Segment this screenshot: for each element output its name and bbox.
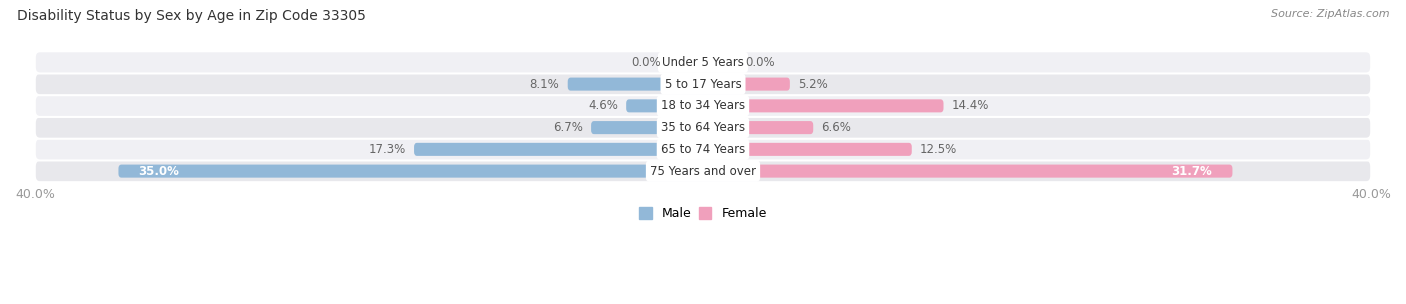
Text: 6.7%: 6.7%	[553, 121, 582, 134]
Text: 14.4%: 14.4%	[952, 99, 990, 112]
Text: 35.0%: 35.0%	[138, 164, 180, 178]
FancyBboxPatch shape	[568, 78, 703, 91]
FancyBboxPatch shape	[703, 143, 911, 156]
Text: Under 5 Years: Under 5 Years	[662, 56, 744, 69]
Text: 17.3%: 17.3%	[368, 143, 406, 156]
Text: 5.2%: 5.2%	[799, 78, 828, 91]
Text: 5 to 17 Years: 5 to 17 Years	[665, 78, 741, 91]
Text: 31.7%: 31.7%	[1171, 164, 1212, 178]
FancyBboxPatch shape	[35, 138, 1371, 161]
FancyBboxPatch shape	[35, 95, 1371, 117]
FancyBboxPatch shape	[703, 121, 813, 134]
FancyBboxPatch shape	[35, 160, 1371, 182]
Legend: Male, Female: Male, Female	[634, 202, 772, 225]
FancyBboxPatch shape	[35, 51, 1371, 74]
Text: 8.1%: 8.1%	[530, 78, 560, 91]
Text: 0.0%: 0.0%	[745, 56, 775, 69]
Text: 65 to 74 Years: 65 to 74 Years	[661, 143, 745, 156]
Text: 0.0%: 0.0%	[631, 56, 661, 69]
Text: Source: ZipAtlas.com: Source: ZipAtlas.com	[1271, 9, 1389, 19]
FancyBboxPatch shape	[35, 73, 1371, 95]
FancyBboxPatch shape	[626, 99, 703, 112]
FancyBboxPatch shape	[118, 164, 703, 178]
Text: 75 Years and over: 75 Years and over	[650, 164, 756, 178]
Text: 6.6%: 6.6%	[821, 121, 852, 134]
FancyBboxPatch shape	[703, 99, 943, 112]
Text: 4.6%: 4.6%	[588, 99, 617, 112]
FancyBboxPatch shape	[703, 78, 790, 91]
FancyBboxPatch shape	[413, 143, 703, 156]
Text: 12.5%: 12.5%	[920, 143, 957, 156]
Text: Disability Status by Sex by Age in Zip Code 33305: Disability Status by Sex by Age in Zip C…	[17, 9, 366, 23]
Text: 18 to 34 Years: 18 to 34 Years	[661, 99, 745, 112]
FancyBboxPatch shape	[35, 116, 1371, 139]
FancyBboxPatch shape	[703, 164, 1233, 178]
FancyBboxPatch shape	[591, 121, 703, 134]
Text: 35 to 64 Years: 35 to 64 Years	[661, 121, 745, 134]
